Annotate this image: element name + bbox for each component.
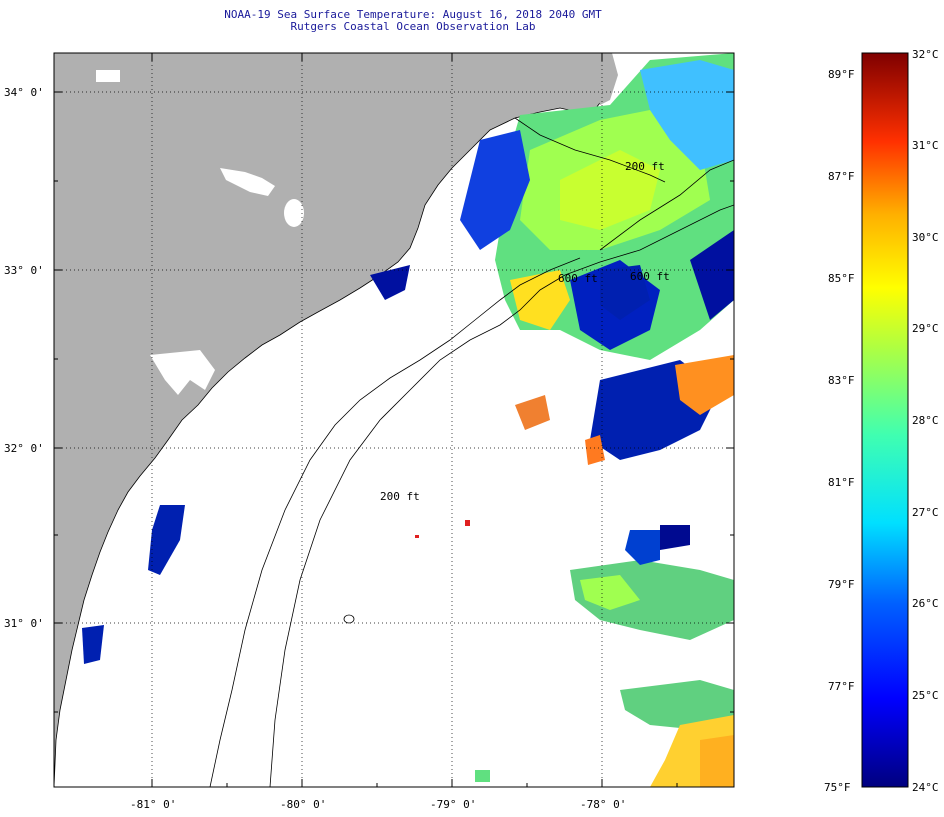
isobath-label-3: 600 ft [630,270,670,283]
lon-label-80: -80° 0' [280,798,326,811]
lat-label-32: 32° 0' [4,442,44,455]
isobath-outer [599,159,734,251]
seamount-contour [343,614,355,624]
isobath-600ft [209,257,581,787]
colorbar-c-28: 28°C [912,414,939,427]
colorbar-c-30: 30°C [912,231,939,244]
colorbar-c-27: 27°C [912,506,939,519]
colorbar-f-87: 87°F [828,170,855,183]
colorbar-c-29: 29°C [912,322,939,335]
colorbar-f-75: 75°F [824,781,851,794]
lon-label-79: -79° 0' [430,798,476,811]
axis-ticks [54,53,734,787]
colorbar-f-89: 89°F [828,68,855,81]
map-title: NOAA-19 Sea Surface Temperature: August … [224,8,602,21]
colorbar-f-81: 81°F [828,476,855,489]
map-frame [53,52,735,788]
grid-lines [54,53,734,787]
lon-label-78: -78° 0' [580,798,626,811]
isobath-label-4: 200 ft [625,160,665,173]
isobath-label-1: 200 ft [380,490,420,503]
lat-label-33: 33° 0' [4,264,44,277]
colorbar-c-32: 32°C [912,48,939,61]
sst-data [82,53,734,787]
colorbar-c-31: 31°C [912,139,939,152]
lake-1 [220,168,275,196]
colorbar-f-79: 79°F [828,578,855,591]
colorbar-f-77: 77°F [828,680,855,693]
lake-3 [96,70,120,82]
lake-2 [284,199,304,227]
isobath-nearshore [514,117,666,183]
colorbar-c-26: 26°C [912,597,939,610]
map-subtitle: Rutgers Coastal Ocean Observation Lab [290,20,536,33]
isobath-200ft [269,204,734,787]
colorbar-f-85: 85°F [828,272,855,285]
colorbar-c-25: 25°C [912,689,939,702]
lat-label-31: 31° 0' [4,617,44,630]
colorbar-f-83: 83°F [828,374,855,387]
lake-4 [150,350,215,395]
colorbar [861,52,909,788]
isobath-label-2: 600 ft [558,272,598,285]
colorbar-c-24: 24°C [912,781,939,794]
lon-label-81: -81° 0' [130,798,176,811]
lat-label-34: 34° 0' [4,86,44,99]
